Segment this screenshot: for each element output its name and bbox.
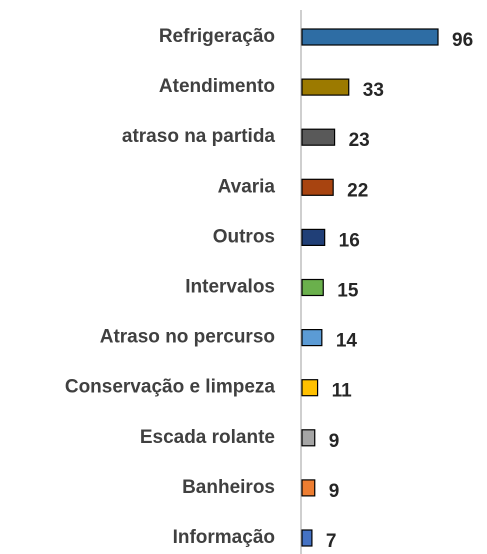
value-label: 23 bbox=[349, 130, 370, 151]
category-label: Banheiros bbox=[182, 477, 275, 498]
category-label: Refrigeração bbox=[159, 26, 275, 47]
bar bbox=[301, 228, 326, 246]
category-label: Conservação e limpeza bbox=[65, 377, 276, 398]
bar bbox=[301, 128, 336, 146]
category-label: Atendimento bbox=[159, 76, 275, 97]
bar bbox=[301, 329, 323, 347]
value-label: 9 bbox=[329, 481, 340, 502]
bar bbox=[301, 379, 319, 397]
bar bbox=[301, 479, 316, 497]
bar bbox=[301, 28, 439, 46]
category-label: atraso na partida bbox=[122, 126, 276, 147]
bar bbox=[301, 529, 313, 547]
value-label: 11 bbox=[332, 381, 353, 402]
category-label: Atraso no percurso bbox=[100, 327, 275, 348]
bar bbox=[301, 78, 350, 96]
category-label: Outros bbox=[213, 226, 275, 247]
bar bbox=[301, 429, 316, 447]
category-label: Avaria bbox=[218, 176, 276, 197]
value-label: 16 bbox=[339, 230, 360, 251]
value-label: 15 bbox=[337, 281, 359, 302]
value-label: 9 bbox=[329, 431, 340, 452]
value-label: 7 bbox=[326, 531, 337, 552]
bar bbox=[301, 278, 324, 297]
value-label: 33 bbox=[363, 80, 384, 101]
value-label: 96 bbox=[452, 30, 473, 51]
value-label: 22 bbox=[347, 180, 368, 201]
category-label: Informação bbox=[173, 527, 275, 548]
bar bbox=[301, 178, 334, 196]
category-label: Escada rolante bbox=[140, 427, 275, 448]
category-label: Intervalos bbox=[185, 277, 275, 298]
value-label: 14 bbox=[336, 331, 358, 352]
